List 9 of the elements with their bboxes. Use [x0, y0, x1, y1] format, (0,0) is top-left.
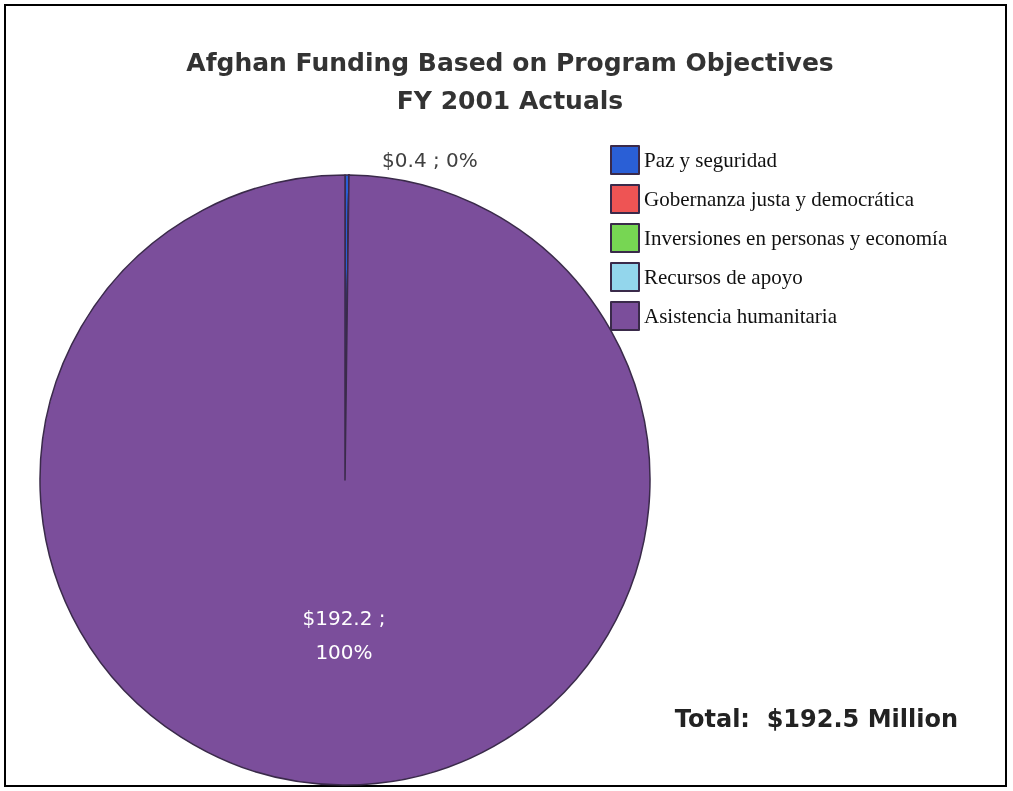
- data-label: $0.4 ; 0%: [382, 148, 478, 173]
- text: Total: $192.5 Million: [674, 705, 959, 733]
- data-label: $192.2 ; 100%: [302, 606, 386, 665]
- chart-title: Afghan Funding Based on Program Objectives FY 2001 Actuals: [186, 47, 834, 115]
- legend-label: Paz y seguridad: [644, 148, 778, 172]
- legend-label: Gobernanza justa y democrática: [644, 187, 915, 211]
- legend-label: Inversiones en personas y economía: [644, 226, 948, 250]
- legend-label: Recursos de apoyo: [644, 265, 803, 289]
- legend-label: Asistencia humanitaria: [644, 304, 838, 328]
